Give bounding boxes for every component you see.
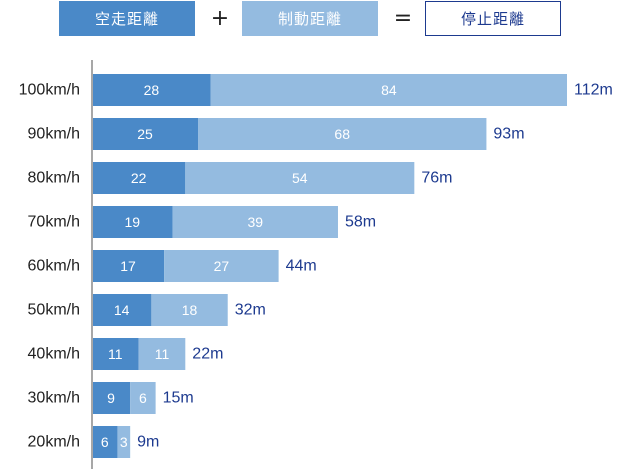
bar-braking-segment xyxy=(151,294,228,326)
bar-reaction-segment xyxy=(93,74,211,106)
reaction-value-label: 14 xyxy=(114,302,130,318)
reaction-value-label: 19 xyxy=(125,214,141,230)
bar-reaction-segment xyxy=(93,206,173,238)
total-distance-label: 44m xyxy=(286,258,317,275)
bar-braking-segment xyxy=(185,162,415,194)
total-distance-label: 9m xyxy=(137,434,159,451)
bar-reaction-segment xyxy=(93,162,186,194)
total-distance-label: 32m xyxy=(235,302,266,319)
category-label: 60km/h xyxy=(28,258,80,275)
braking-value-label: 18 xyxy=(182,302,198,318)
category-label: 80km/h xyxy=(28,170,80,187)
category-label: 90km/h xyxy=(28,126,80,143)
category-label: 100km/h xyxy=(19,82,80,99)
total-distance-label: 58m xyxy=(345,214,376,231)
total-distance-label: 22m xyxy=(192,346,223,363)
braking-value-label: 68 xyxy=(334,126,350,142)
legend-stopping-distance: 停止距離 xyxy=(425,1,561,36)
braking-value-label: 11 xyxy=(155,346,170,362)
bar-braking-segment xyxy=(198,118,487,150)
bar-reaction-segment xyxy=(93,294,152,326)
total-distance-label: 76m xyxy=(421,170,452,187)
reaction-value-label: 22 xyxy=(131,170,147,186)
legend-braking-distance: 制動距離 xyxy=(242,1,378,36)
bar-braking-segment xyxy=(210,74,567,106)
braking-value-label: 39 xyxy=(247,214,263,230)
braking-value-label: 3 xyxy=(120,434,128,450)
bar-braking-segment xyxy=(138,338,186,370)
category-label: 30km/h xyxy=(28,390,80,407)
reaction-value-label: 28 xyxy=(144,82,160,98)
total-distance-label: 112m xyxy=(574,82,613,99)
reaction-value-label: 17 xyxy=(120,258,136,274)
bar-braking-segment xyxy=(172,206,338,238)
braking-value-label: 84 xyxy=(381,82,397,98)
bar-braking-segment xyxy=(117,426,131,458)
legend-plus-sign: + xyxy=(210,6,230,31)
reaction-value-label: 9 xyxy=(107,390,115,406)
braking-value-label: 27 xyxy=(214,258,230,274)
bar-reaction-segment xyxy=(93,382,131,414)
bar-reaction-segment xyxy=(93,338,139,370)
bar-braking-segment xyxy=(164,250,279,282)
legend-equals-sign: = xyxy=(393,6,413,31)
bar-reaction-segment xyxy=(93,250,165,282)
total-distance-label: 15m xyxy=(163,390,194,407)
bar-braking-segment xyxy=(130,382,156,414)
braking-value-label: 54 xyxy=(292,170,308,186)
category-label: 70km/h xyxy=(28,214,80,231)
bar-reaction-segment xyxy=(93,426,118,458)
reaction-value-label: 11 xyxy=(108,346,123,362)
reaction-value-label: 6 xyxy=(101,434,109,450)
total-distance-label: 93m xyxy=(493,126,524,143)
legend-reaction-distance: 空走距離 xyxy=(59,1,195,36)
category-label: 50km/h xyxy=(28,302,80,319)
braking-value-label: 6 xyxy=(139,390,147,406)
reaction-value-label: 25 xyxy=(137,126,153,142)
category-label: 20km/h xyxy=(28,434,80,451)
bar-reaction-segment xyxy=(93,118,199,150)
category-label: 40km/h xyxy=(28,346,80,363)
